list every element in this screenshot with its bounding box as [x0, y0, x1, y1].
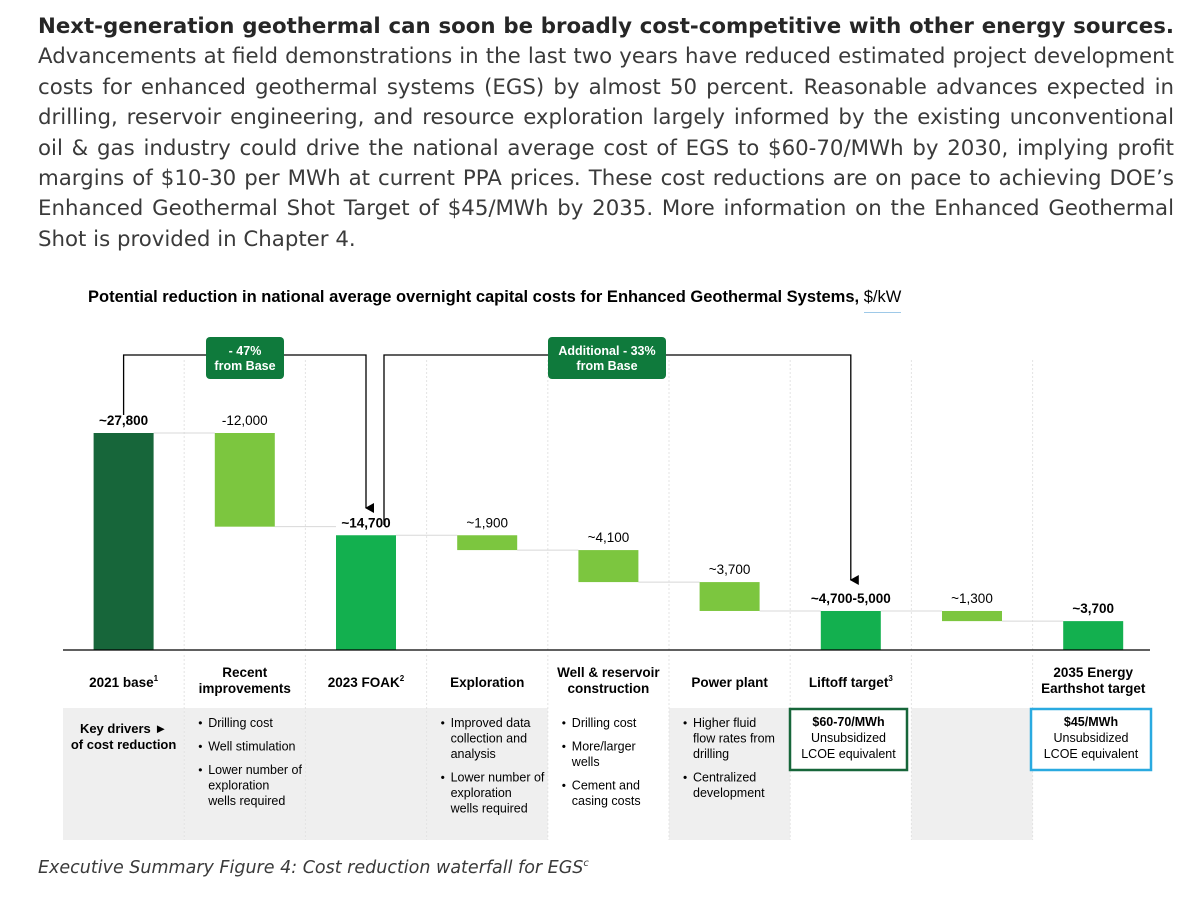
value-label: -12,000 — [222, 413, 268, 428]
driver-bullet: • — [441, 716, 445, 730]
driver-text: wells — [571, 755, 600, 769]
value-label: ~1,900 — [466, 515, 508, 530]
key-drivers-label: Key drivers ► — [80, 721, 167, 736]
driver-text: Improved data — [451, 716, 531, 730]
value-label: ~27,800 — [99, 413, 148, 428]
value-label: ~4,700-5,000 — [811, 591, 891, 606]
category-label: 2035 Energy — [1053, 665, 1133, 680]
caption-footnote: c — [583, 858, 589, 870]
driver-text: development — [693, 786, 765, 800]
chart-title-text: Potential reduction in national average … — [88, 288, 855, 306]
bar-recent-improvements — [214, 433, 275, 527]
bar-reduction — [942, 610, 1002, 622]
category-label: Power plant — [691, 675, 768, 690]
value-label: ~1,300 — [951, 591, 993, 606]
driver-text: Centralized — [693, 771, 756, 785]
bar-2035-energy-earthshot-target — [1063, 621, 1124, 650]
chart-unit: $/kW — [863, 288, 902, 313]
category-label: construction — [568, 681, 650, 696]
category-label: improvements — [199, 681, 291, 696]
driver-text: drilling — [693, 747, 729, 761]
driver-column-bg — [426, 708, 548, 840]
bar-2023-foak — [336, 535, 396, 650]
driver-bullet: • — [683, 771, 687, 785]
driver-text: wells required — [450, 802, 528, 816]
target-box-text: Unsubsidized — [811, 731, 886, 745]
category-label: 2021 base1 — [89, 674, 159, 690]
driver-text: Drilling cost — [572, 716, 637, 730]
category-label: Well & reservoir — [557, 665, 660, 680]
driver-bullet: • — [683, 716, 687, 730]
driver-column-bg — [669, 708, 791, 840]
driver-text: Cement and — [572, 779, 640, 793]
summary-paragraph: Next-generation geothermal can soon be b… — [38, 12, 1174, 255]
driver-text: flow rates from — [693, 732, 775, 746]
value-label: ~14,700 — [341, 515, 390, 530]
category-footnote: 3 — [888, 674, 893, 683]
driver-text: Higher fluid — [693, 716, 756, 730]
key-drivers-label: of cost reduction — [71, 737, 177, 752]
bar-exploration — [457, 535, 518, 551]
driver-bullet: • — [198, 740, 202, 754]
bracket-line — [383, 354, 859, 585]
bracket-badge-text: from Base — [214, 359, 275, 373]
category-label: Exploration — [450, 675, 524, 690]
summary-body: Advancements at field demonstrations in … — [38, 44, 1174, 252]
driver-column-bg — [911, 708, 1033, 840]
chart-title: Potential reduction in national average … — [88, 288, 902, 313]
driver-bullet: • — [562, 716, 566, 730]
waterfall-chart: ~27,800 -12,000 ~14,700 ~1,900 ~4,100 ~3,700 ~… — [63, 337, 1153, 840]
driver-bullet: • — [198, 716, 202, 730]
category-footnote: 2 — [400, 674, 405, 683]
category-label: Recent — [222, 665, 268, 680]
bracket-badge — [548, 337, 666, 379]
driver-text: Lower number of — [451, 771, 545, 785]
category-label: Liftoff target3 — [809, 674, 893, 690]
driver-text: More/larger — [572, 740, 636, 754]
bar-liftoff-target — [820, 610, 881, 650]
driver-text: Lower number of — [208, 763, 302, 777]
figure-caption: Executive Summary Figure 4: Cost reducti… — [38, 858, 589, 878]
target-box-text: Unsubsidized — [1053, 731, 1128, 745]
bracket-badge-text: Additional - 33% — [558, 344, 655, 358]
driver-text: wells required — [207, 794, 285, 808]
driver-column-bg — [184, 708, 306, 840]
category-footnote: 1 — [154, 674, 159, 683]
driver-text: collection and — [451, 732, 527, 746]
target-box-text: LCOE equivalent — [1044, 747, 1139, 761]
value-label: ~4,100 — [588, 530, 630, 545]
driver-label-bg — [63, 708, 185, 840]
target-box-text: $60-70/MWh — [812, 715, 884, 729]
category-label: 2023 FOAK2 — [328, 674, 405, 690]
target-box-text: $45/MWh — [1064, 715, 1118, 729]
driver-bullet: • — [198, 763, 202, 777]
driver-text: casing costs — [572, 794, 641, 808]
caption-text: Cost reduction waterfall for EGS — [297, 858, 584, 878]
bar-power-plant — [699, 582, 760, 611]
target-box-text: LCOE equivalent — [801, 747, 896, 761]
value-label: ~3,700 — [709, 562, 751, 577]
bracket-badge-text: - 47% — [229, 344, 262, 358]
driver-bullet: • — [441, 771, 445, 785]
bar-2021-base — [93, 433, 154, 650]
driver-text: Drilling cost — [208, 716, 273, 730]
driver-bullet: • — [562, 779, 566, 793]
driver-text: exploration — [451, 786, 512, 800]
driver-text: Well stimulation — [208, 740, 295, 754]
bar-well-reservoir-construction — [578, 550, 639, 583]
driver-bullet: • — [562, 740, 566, 754]
driver-column-bg — [305, 708, 427, 840]
target-box — [1029, 707, 1153, 772]
driver-text: exploration — [208, 779, 269, 793]
value-label: ~3,700 — [1072, 601, 1114, 616]
category-label: Earthshot target — [1041, 681, 1146, 696]
bracket-badge — [206, 337, 284, 379]
target-box — [788, 707, 909, 772]
driver-text: analysis — [451, 747, 496, 761]
caption-prefix: Executive Summary Figure 4: — [38, 858, 298, 878]
bracket-badge-text: from Base — [576, 359, 637, 373]
summary-heading: Next-generation geothermal can soon be b… — [38, 14, 1174, 39]
